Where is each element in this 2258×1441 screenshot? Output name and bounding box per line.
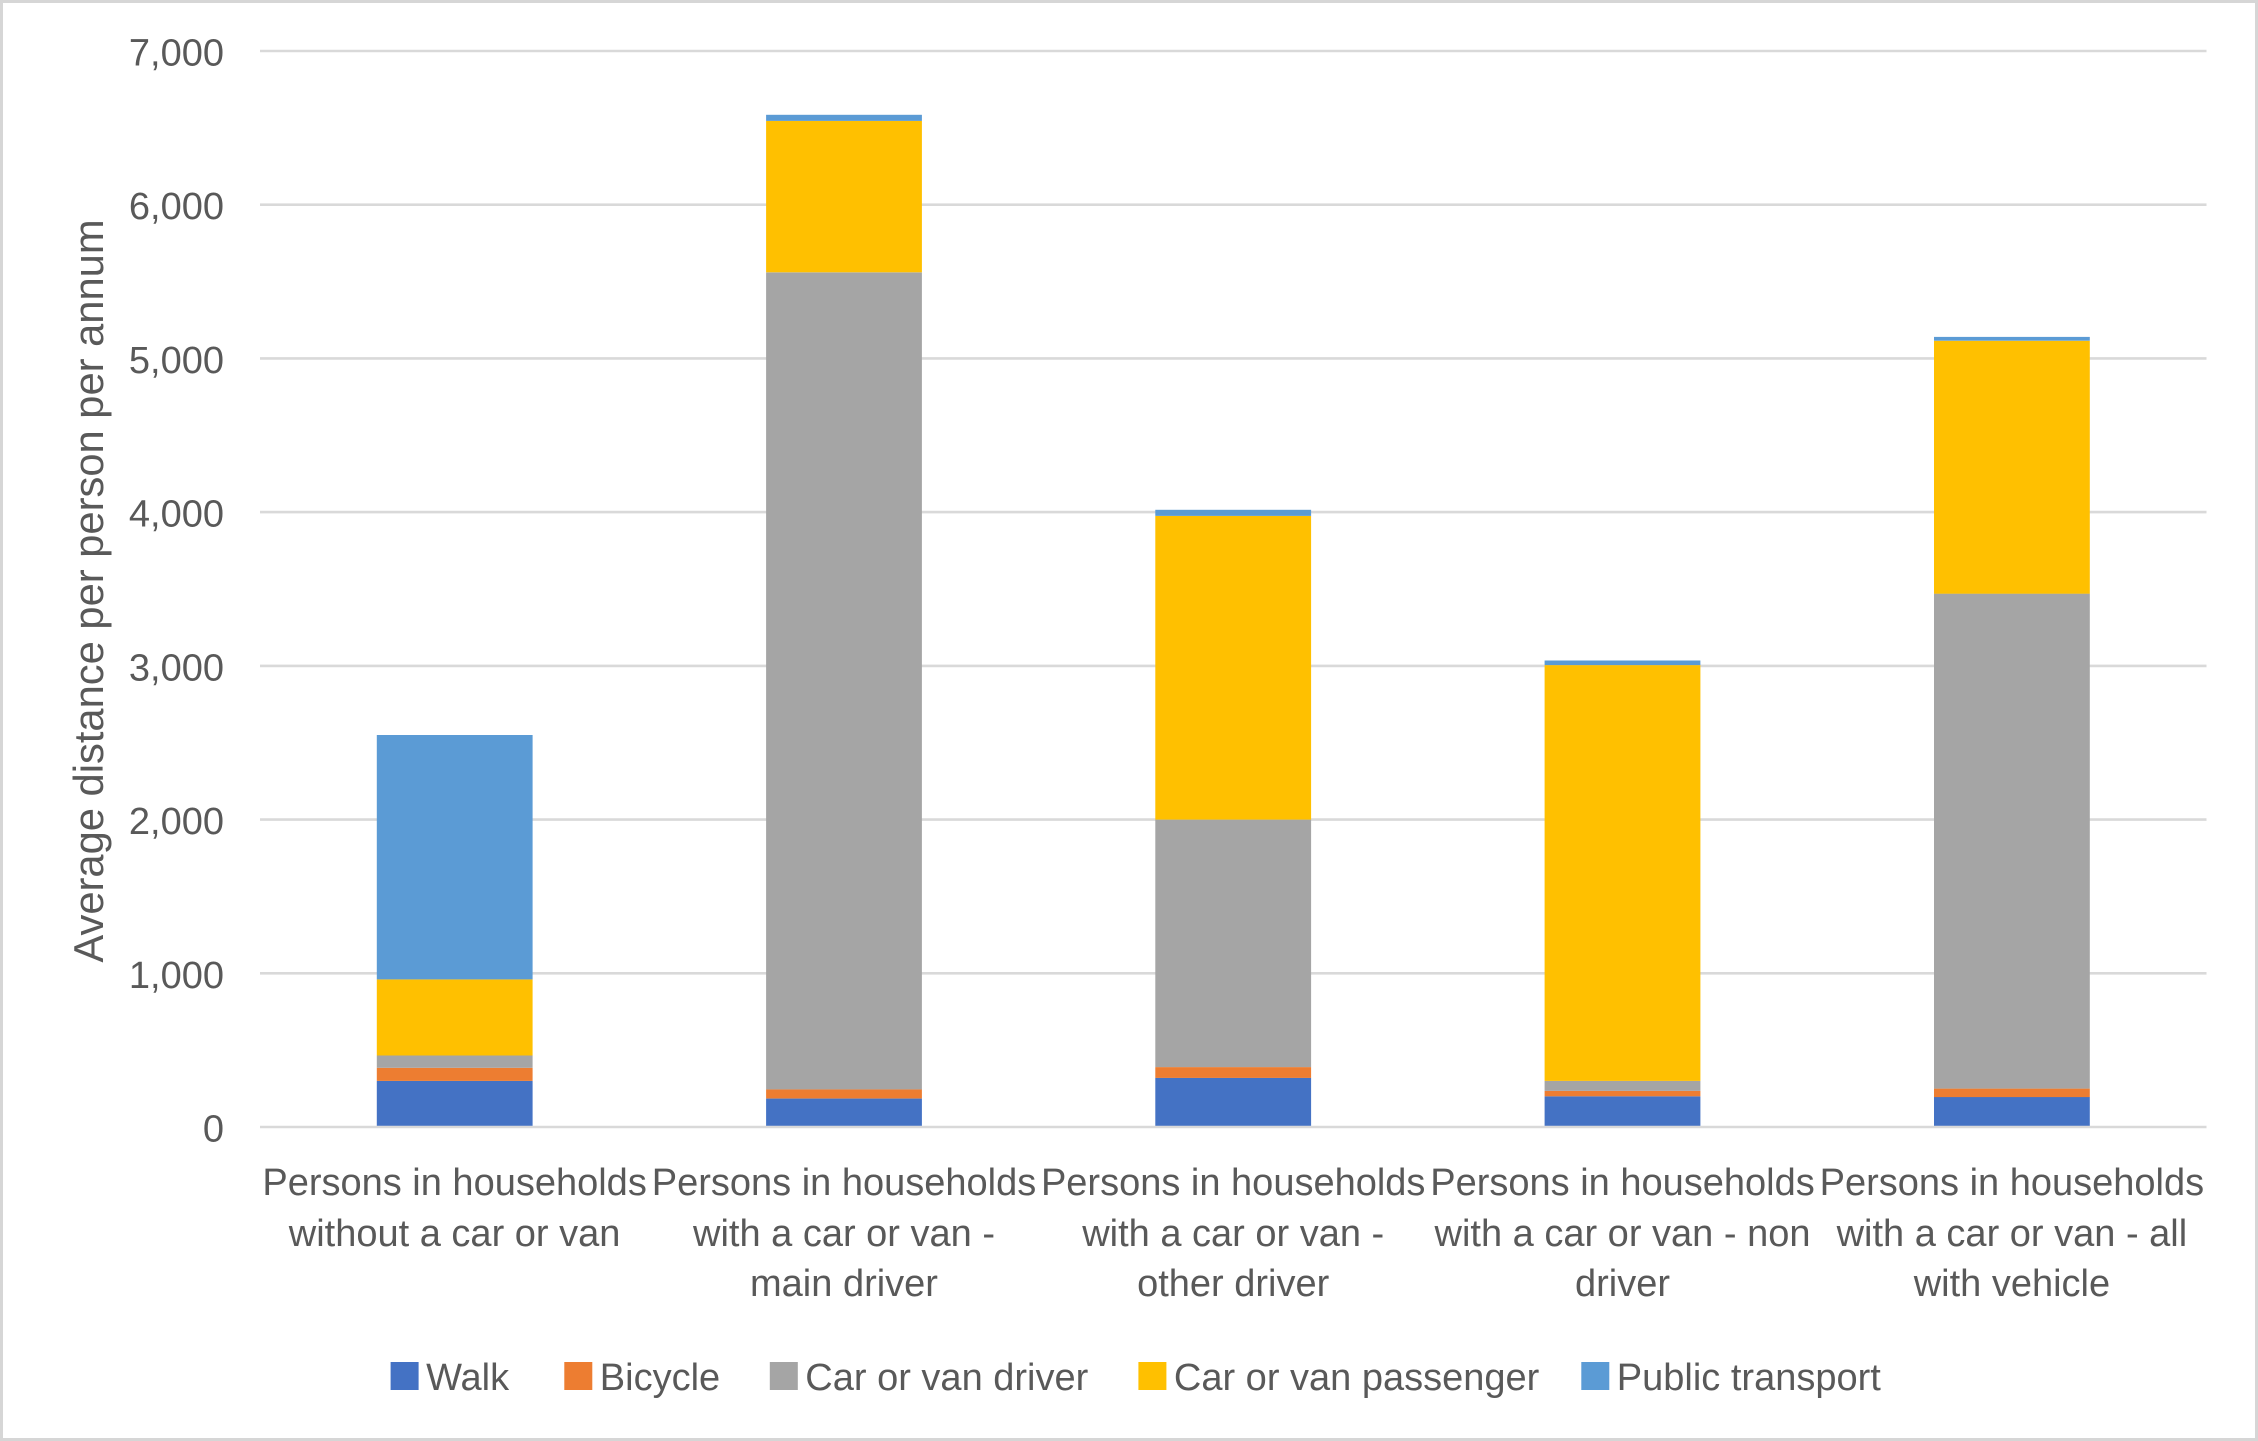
svg-text:Public transport: Public transport (1617, 1357, 1881, 1399)
svg-text:Walk: Walk (426, 1357, 510, 1399)
svg-text:Average distance per person pe: Average distance per person per annum (65, 219, 112, 962)
svg-text:with a car or van - all: with a car or van - all (1836, 1213, 2188, 1255)
svg-text:5,000: 5,000 (129, 340, 224, 382)
svg-text:without a car or van: without a car or van (288, 1213, 621, 1255)
svg-text:Persons in households: Persons in households (262, 1162, 646, 1204)
svg-text:4,000: 4,000 (129, 494, 224, 536)
svg-text:Car or van passenger: Car or van passenger (1174, 1357, 1540, 1399)
svg-text:with vehicle: with vehicle (1913, 1263, 2110, 1305)
svg-text:1,000: 1,000 (129, 955, 224, 997)
svg-text:with a car or van - non: with a car or van - non (1434, 1213, 1811, 1255)
svg-text:0: 0 (203, 1109, 224, 1151)
svg-text:main driver: main driver (750, 1263, 938, 1305)
svg-text:with a car or van -: with a car or van - (1081, 1213, 1384, 1255)
svg-text:2,000: 2,000 (129, 801, 224, 843)
svg-text:3,000: 3,000 (129, 647, 224, 689)
svg-text:driver: driver (1575, 1263, 1670, 1305)
svg-text:6,000: 6,000 (129, 186, 224, 228)
svg-text:Persons in households: Persons in households (652, 1162, 1036, 1204)
svg-text:7,000: 7,000 (129, 33, 224, 75)
svg-text:Persons in households: Persons in households (1820, 1162, 2204, 1204)
svg-text:Persons in households: Persons in households (1430, 1162, 1814, 1204)
svg-text:Bicycle: Bicycle (600, 1357, 720, 1399)
svg-text:with a car or van -: with a car or van - (692, 1213, 995, 1255)
svg-text:other driver: other driver (1137, 1263, 1330, 1305)
svg-text:Car or van driver: Car or van driver (805, 1357, 1088, 1399)
svg-text:Persons in households: Persons in households (1041, 1162, 1425, 1204)
